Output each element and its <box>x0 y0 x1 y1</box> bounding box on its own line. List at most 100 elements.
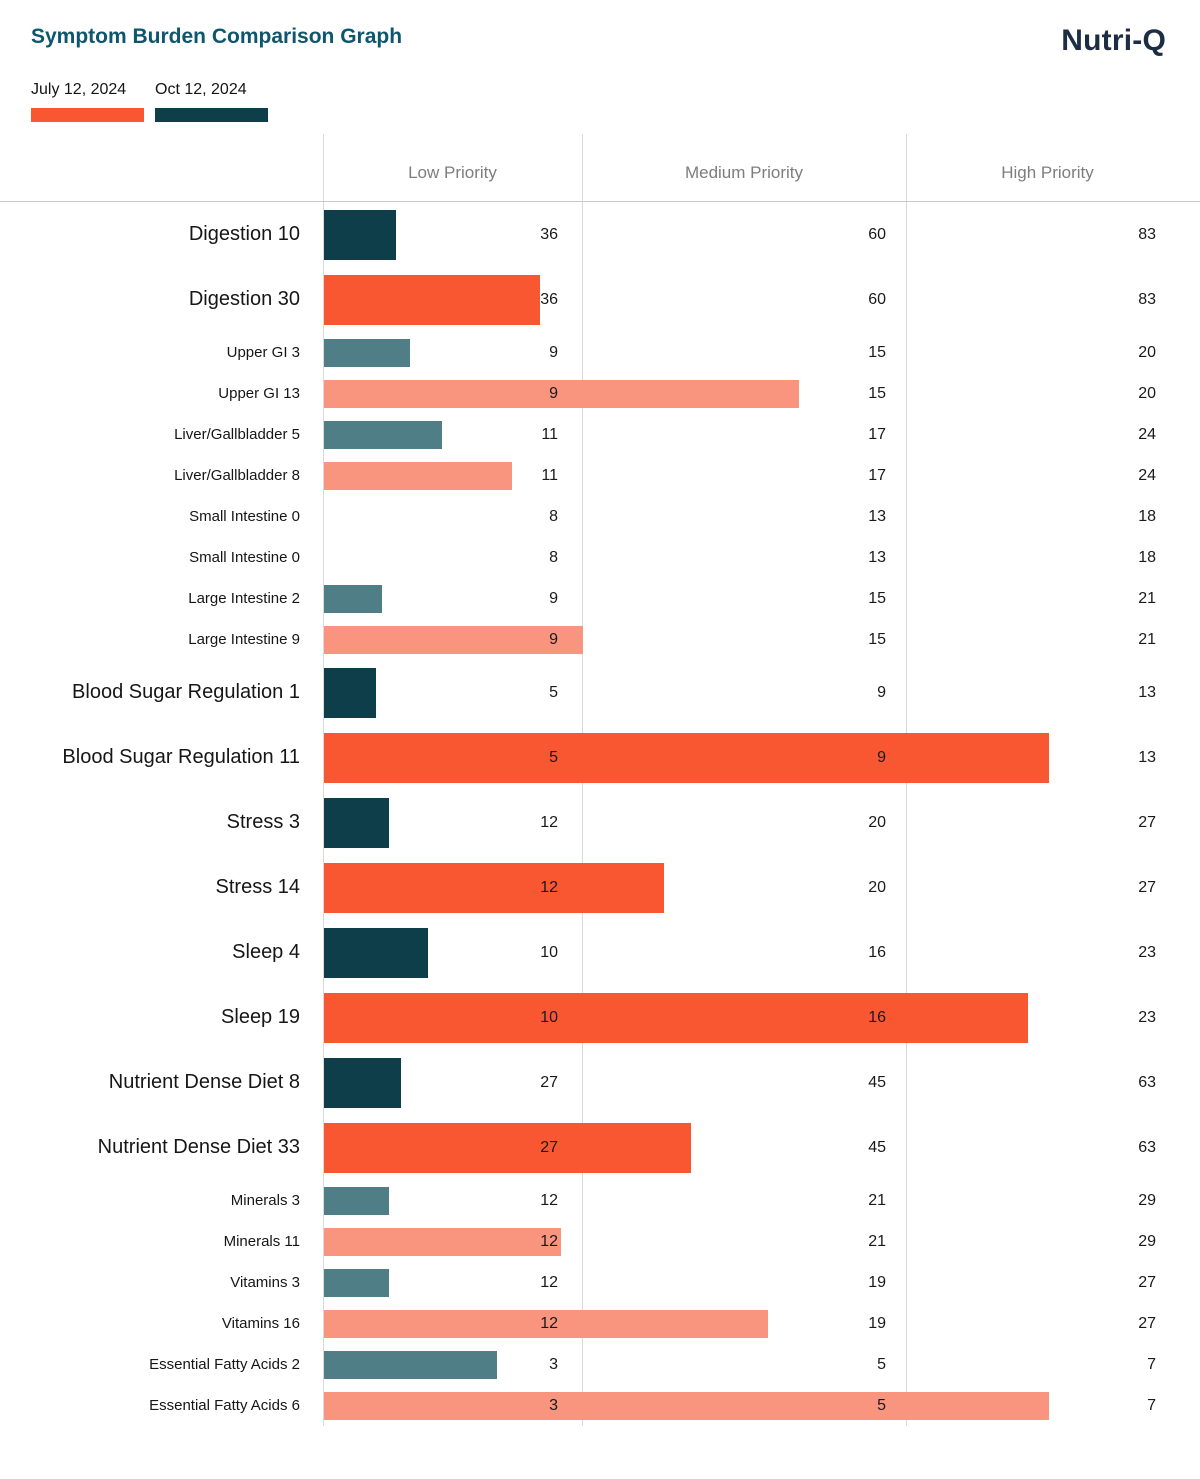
threshold-medium: 21 <box>868 1191 886 1209</box>
chart-row: Vitamins 16 12 19 27 <box>0 1303 1200 1344</box>
chart-row: Sleep 4 10 16 23 <box>0 920 1200 985</box>
page-title: Symptom Burden Comparison Graph <box>31 25 403 48</box>
gridline <box>906 455 907 496</box>
gridline <box>582 1180 583 1221</box>
threshold-high: 29 <box>1138 1191 1156 1209</box>
gridline <box>323 578 324 619</box>
chart-row: Minerals 11 12 21 29 <box>0 1221 1200 1262</box>
row-bar <box>324 1391 1049 1420</box>
gridline <box>323 496 324 537</box>
row-track: 27 45 63 <box>323 1115 1189 1180</box>
gridline <box>906 1303 907 1344</box>
gridline <box>323 455 324 496</box>
chart-row: Vitamins 3 12 19 27 <box>0 1262 1200 1303</box>
chart-row: Stress 14 12 20 27 <box>0 855 1200 920</box>
gridline <box>582 1050 583 1115</box>
threshold-high: 29 <box>1138 1232 1156 1250</box>
gridline <box>906 1221 907 1262</box>
chart-row: Stress 3 12 20 27 <box>0 790 1200 855</box>
legend-item-july: July 12, 2024 <box>31 80 144 122</box>
threshold-numbers: 11 17 24 <box>323 414 1189 455</box>
legend: July 12, 2024 Oct 12, 2024 <box>31 80 1200 122</box>
row-track: 11 17 24 <box>323 455 1189 496</box>
row-track: 9 15 21 <box>323 619 1189 660</box>
gridline <box>323 537 324 578</box>
row-label: Digestion 30 <box>188 288 300 310</box>
row-label: Nutrient Dense Diet 8 <box>108 1071 300 1093</box>
threshold-medium: 17 <box>868 466 886 484</box>
row-bar <box>324 420 442 449</box>
gridline <box>323 1385 324 1426</box>
row-bar <box>324 338 411 367</box>
gridline <box>906 267 907 332</box>
gridline <box>582 537 583 578</box>
row-label: Sleep 4 <box>232 941 300 963</box>
gridline <box>323 855 324 920</box>
gridline <box>582 1344 583 1385</box>
gridline <box>323 1180 324 1221</box>
gridline <box>323 414 324 455</box>
threshold-high: 20 <box>1138 384 1156 402</box>
threshold-medium: 21 <box>868 1232 886 1250</box>
chart-row: Sleep 19 10 16 23 <box>0 985 1200 1050</box>
gridline <box>582 332 583 373</box>
row-label: Large Intestine 2 <box>188 590 300 607</box>
chart-row: Upper GI 13 9 15 20 <box>0 373 1200 414</box>
header-track: Low Priority Medium Priority High Priori… <box>323 134 1189 201</box>
row-track: 12 20 27 <box>323 790 1189 855</box>
threshold-high: 24 <box>1138 466 1156 484</box>
threshold-medium: 13 <box>868 548 886 566</box>
column-header-low: Low Priority <box>408 163 497 182</box>
gridline <box>323 1303 324 1344</box>
row-track: 5 9 13 <box>323 725 1189 790</box>
gridline <box>906 1344 907 1385</box>
gridline <box>323 619 324 660</box>
row-track: 11 17 24 <box>323 414 1189 455</box>
row-bar <box>324 1268 389 1297</box>
threshold-numbers: 12 21 29 <box>323 1180 1189 1221</box>
row-bar <box>324 274 540 325</box>
threshold-medium: 16 <box>868 943 886 961</box>
row-label: Digestion 10 <box>188 223 300 245</box>
column-header-high: High Priority <box>1001 163 1094 182</box>
gridline <box>323 373 324 414</box>
chart-row: Minerals 3 12 21 29 <box>0 1180 1200 1221</box>
row-bar <box>324 1350 497 1379</box>
row-label: Upper GI 13 <box>218 385 300 402</box>
chart-row: Nutrient Dense Diet 33 27 45 63 <box>0 1115 1200 1180</box>
row-label: Blood Sugar Regulation 1 <box>72 681 300 703</box>
row-bar <box>324 667 376 718</box>
gridline <box>906 1115 907 1180</box>
gridline <box>582 1221 583 1262</box>
chart-row: Small Intestine 0 8 13 18 <box>0 496 1200 537</box>
row-label: Essential Fatty Acids 6 <box>149 1397 300 1414</box>
row-track: 12 20 27 <box>323 855 1189 920</box>
gridline <box>323 202 324 267</box>
row-track: 9 15 20 <box>323 332 1189 373</box>
gridline <box>323 660 324 725</box>
threshold-medium: 13 <box>868 507 886 525</box>
row-label: Small Intestine 0 <box>189 549 300 566</box>
comparison-chart: Low Priority Medium Priority High Priori… <box>0 134 1200 1426</box>
legend-item-oct: Oct 12, 2024 <box>155 80 268 122</box>
row-bar <box>324 927 428 978</box>
threshold-medium: 20 <box>868 813 886 831</box>
row-label: Stress 14 <box>215 876 300 898</box>
legend-label-july: July 12, 2024 <box>31 81 127 98</box>
row-label: Vitamins 16 <box>221 1315 300 1332</box>
row-bar <box>324 461 513 490</box>
gridline <box>323 1050 324 1115</box>
row-bar <box>324 1057 401 1108</box>
gridline <box>582 414 583 455</box>
gridline <box>582 790 583 855</box>
threshold-medium: 15 <box>868 343 886 361</box>
threshold-high: 27 <box>1138 1273 1156 1291</box>
chart-row: Digestion 10 36 60 83 <box>0 202 1200 267</box>
legend-label-oct: Oct 12, 2024 <box>155 81 247 98</box>
gridline <box>906 920 907 985</box>
gridline <box>323 267 324 332</box>
nutri-q-logo: Nutri-Q <box>1061 24 1166 57</box>
chart-row: Nutrient Dense Diet 8 27 45 63 <box>0 1050 1200 1115</box>
